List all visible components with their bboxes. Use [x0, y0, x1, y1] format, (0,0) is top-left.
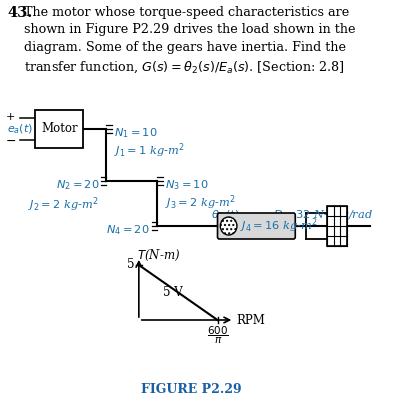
Text: $J_2= 2$ kg-m$^2$: $J_2= 2$ kg-m$^2$ [28, 195, 99, 214]
Text: $T$(N-m): $T$(N-m) [137, 248, 180, 263]
Text: $N_3 = 10$: $N_3 = 10$ [164, 178, 208, 192]
Text: −: − [5, 135, 16, 147]
Text: $e_a(t)$: $e_a(t)$ [7, 122, 33, 136]
Circle shape [220, 217, 236, 235]
Text: $\dfrac{600}{\pi}$: $\dfrac{600}{\pi}$ [206, 325, 228, 346]
Text: $J_3= 2$ kg-m$^2$: $J_3= 2$ kg-m$^2$ [164, 193, 235, 212]
Text: +: + [5, 112, 15, 122]
Text: $\theta_2\,(t)$: $\theta_2\,(t)$ [211, 208, 239, 222]
Text: The motor whose torque-speed characteristics are
shown in Figure P2.29 drives th: The motor whose torque-speed characteris… [24, 6, 355, 74]
Text: 43.: 43. [7, 6, 33, 20]
Text: 5: 5 [126, 259, 134, 271]
FancyBboxPatch shape [217, 213, 294, 239]
Text: $D = 32$ N-m-s/rad: $D = 32$ N-m-s/rad [273, 208, 372, 221]
Text: $N_2 = 20$: $N_2 = 20$ [55, 178, 99, 192]
Text: $J_1=1$ kg-m$^2$: $J_1=1$ kg-m$^2$ [114, 141, 184, 160]
Text: $N_4 = 20$: $N_4 = 20$ [106, 223, 150, 237]
Text: RPM: RPM [235, 314, 264, 326]
Text: $J_4=16$ kg-m$^2$: $J_4=16$ kg-m$^2$ [239, 217, 317, 235]
Bar [35, 110, 83, 148]
Text: $N_1 = 10$: $N_1 = 10$ [114, 126, 157, 140]
Text: 5 V: 5 V [162, 286, 182, 299]
Bar [326, 206, 346, 246]
Text: Motor: Motor [41, 122, 77, 135]
Text: FIGURE P2.29: FIGURE P2.29 [141, 383, 241, 396]
